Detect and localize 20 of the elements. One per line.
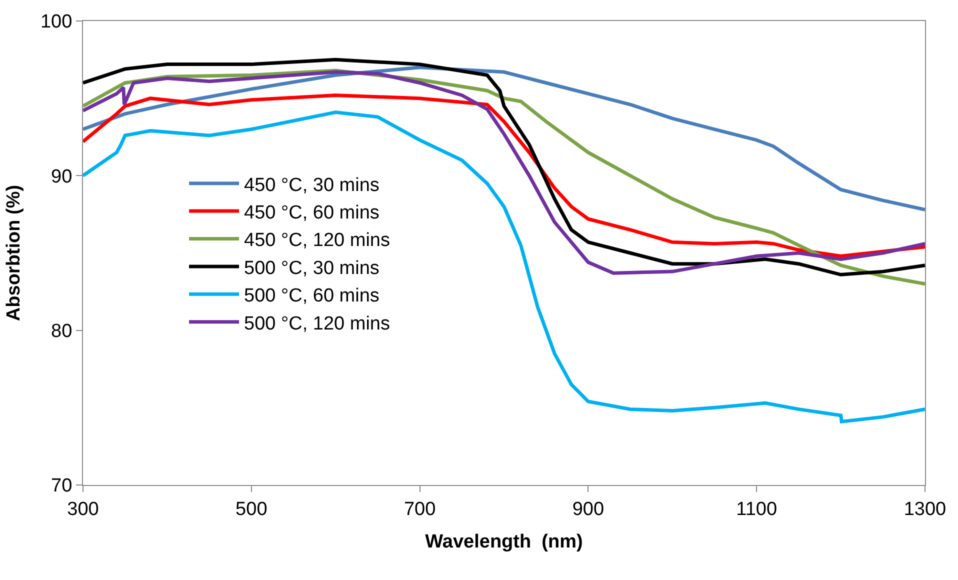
y-tick-label: 80: [51, 320, 72, 342]
y-tick-label: 100: [40, 12, 72, 33]
legend-label: 450 °C, 30 mins: [244, 174, 380, 196]
line-series: [83, 93, 925, 258]
line-series: [83, 110, 925, 424]
y-tick-label: 70: [51, 476, 72, 497]
x-tick-label: 1100: [736, 498, 778, 520]
legend-label: 450 °C, 60 mins: [244, 202, 380, 224]
y-axis-title: Absorbtion (%): [3, 184, 24, 322]
y-tick-label: 90: [51, 166, 72, 188]
x-tick-label: 1300: [904, 498, 946, 520]
legend-label: 500 °C, 30 mins: [244, 258, 380, 279]
legend-label: 500 °C, 120 mins: [244, 313, 390, 334]
x-tick-label: 900: [572, 498, 604, 520]
x-tick-label: 500: [236, 498, 268, 520]
legend-label: 450 °C, 120 mins: [244, 230, 390, 252]
x-tick-label: 300: [67, 498, 99, 520]
x-axis-title: Wavelength (nm): [425, 532, 583, 553]
legend-label: 500 °C, 60 mins: [244, 286, 380, 307]
x-tick-label: 700: [404, 498, 436, 520]
